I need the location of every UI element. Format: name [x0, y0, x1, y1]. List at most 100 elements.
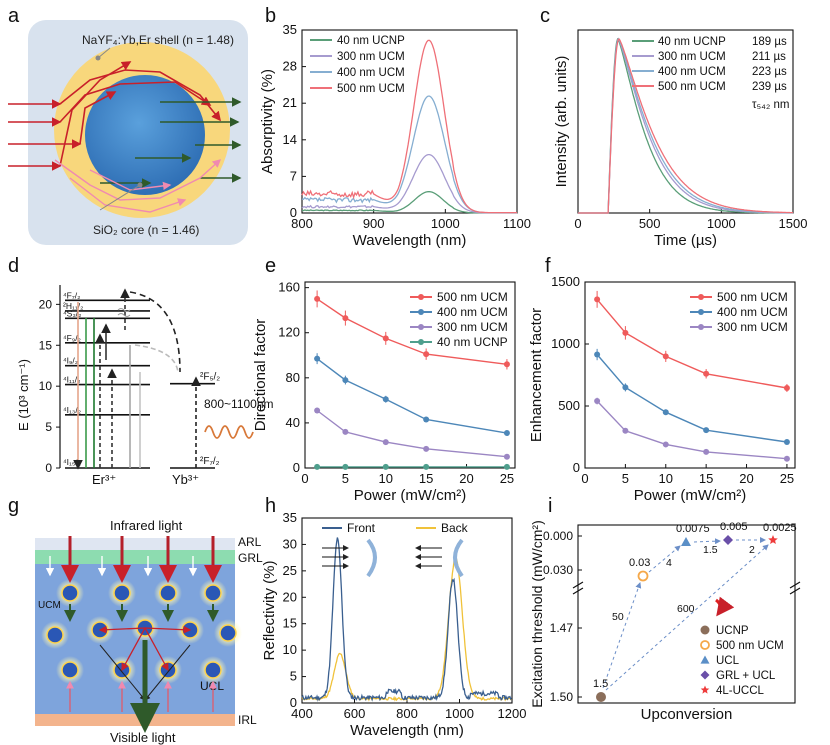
data-point — [783, 438, 790, 445]
x-tick-label: 500 — [639, 216, 661, 231]
layer-label-irl: IRL — [238, 713, 257, 727]
point-value-label: 0.0075 — [676, 523, 710, 535]
panel-letter-a: a — [8, 5, 20, 27]
x-tick-label: 1000 — [431, 216, 460, 231]
panel-letter-i: i — [548, 495, 552, 517]
series-line-front — [301, 537, 512, 702]
x-tick-label: 0 — [574, 216, 581, 231]
legend-label: 500 nm UCM — [337, 83, 405, 95]
fold-label: 4 — [666, 557, 672, 569]
particle-core — [204, 661, 222, 679]
legend-label: 500 nm UCM — [437, 290, 508, 304]
axis-break-left — [572, 581, 584, 595]
series-line — [578, 37, 793, 214]
panel-a-schematic: NaYF₄:Yb,Er shell (n = 1.48) SiO₂ core (… — [8, 20, 248, 245]
legend-label: 300 nm UCM — [658, 51, 726, 63]
x-tick-label: 25 — [780, 471, 794, 486]
series-line — [316, 358, 508, 434]
y-tick-label: 40 — [286, 415, 300, 430]
point-marker — [700, 670, 710, 680]
y-tick-label: 0 — [290, 695, 297, 710]
y-axis-label: Intensity (arb. units) — [553, 56, 570, 188]
data-point — [314, 355, 321, 362]
particle-core — [46, 626, 64, 644]
excitation-wave-icon — [204, 425, 254, 439]
series-line — [578, 37, 793, 214]
yb-level-label: ²F₅/₂ — [200, 372, 220, 383]
data-point — [503, 463, 510, 470]
data-point — [662, 441, 669, 448]
layer-label-grl: GRL — [238, 551, 263, 565]
legend-label: 300 nm UCM — [337, 51, 405, 63]
y-tick-label: 120 — [278, 325, 300, 340]
point-value-label: 1.5 — [593, 678, 608, 690]
shell-label-dot — [95, 55, 101, 61]
y-tick-label: 80 — [286, 370, 300, 385]
particle-core — [204, 584, 222, 602]
irl-layer — [35, 714, 235, 726]
data-point — [342, 463, 349, 470]
y-tick-label: 20 — [283, 589, 297, 604]
legend-marker — [698, 309, 704, 315]
er-label: Er³⁺ — [92, 472, 116, 487]
infrared-label: Infrared light — [110, 518, 183, 533]
y-tick-label: 0.000 — [543, 529, 573, 543]
energy-transfer-arrow — [121, 627, 146, 672]
excitation-label: 800~1100nm — [204, 397, 274, 411]
curved-arrow-icon — [715, 596, 735, 617]
data-point — [314, 463, 321, 470]
er-level-label: ⁴I₁₅/₂ — [63, 457, 81, 467]
x-tick-label: 25 — [500, 471, 514, 486]
series-line — [301, 39, 517, 214]
x-tick-label: 1200 — [498, 706, 527, 721]
x-tick-label: 600 — [344, 706, 366, 721]
legend-label: 500 nm UCM — [658, 81, 726, 93]
chart-i-threshold: 0.000 0.030 1.47 1.50 Upconversion Excitation… — [529, 520, 801, 723]
x-axis-label: Upconversion — [641, 706, 733, 723]
data-point — [703, 370, 710, 377]
panel-letter-e: e — [265, 255, 276, 277]
shell-label-leader — [97, 47, 111, 59]
legend-marker — [418, 339, 424, 345]
data-point — [423, 463, 430, 470]
incident-light-arrows — [8, 61, 221, 171]
legend-marker — [418, 324, 424, 330]
data-point — [342, 315, 349, 322]
series-line — [578, 38, 793, 214]
er-level-label: ⁴I₁₃/₂ — [63, 405, 81, 415]
y-tick-label: 0 — [45, 461, 52, 475]
legend-label: 40 nm UCNP — [658, 36, 726, 48]
x-axis-label: Wavelength (nm) — [350, 722, 464, 739]
trend-arrow — [602, 582, 642, 689]
energy-transfer-arrow — [144, 627, 169, 672]
converge-arrow — [144, 644, 191, 701]
panel-letters: a b c d e f g h i — [8, 5, 552, 517]
chart-f-enhancement: 0 5 10 15 20 25 0 500 1000 1500 Power (mW/cm²) Enha… — [528, 274, 796, 504]
data-point — [342, 377, 349, 384]
core-label-leader — [99, 184, 141, 211]
point-value-label: 0.0025 — [763, 522, 797, 534]
point-marker — [700, 625, 710, 635]
legend-label: UCL — [716, 655, 740, 667]
y-tick-label: 20 — [39, 297, 53, 311]
y-tick-label: 30 — [283, 536, 297, 551]
particle-core — [61, 584, 79, 602]
transition-arrows — [73, 288, 201, 470]
guided-light-arrows — [54, 159, 222, 213]
x-tick-label: 1500 — [779, 216, 808, 231]
x-tick-label: 1100 — [503, 216, 531, 231]
point-marker — [768, 535, 778, 544]
data-point — [423, 416, 430, 423]
grl-layer — [35, 550, 235, 564]
er-level-label: ²H₁₁/₂ — [63, 301, 83, 311]
legend-marker — [698, 294, 704, 300]
yb-label: Yb³⁺ — [172, 472, 199, 487]
point-value-label: 0.005 — [720, 521, 748, 533]
data-point — [594, 398, 601, 405]
axis-break-right — [789, 581, 801, 595]
lifetime-label: 223 µs — [752, 66, 787, 78]
data-point — [783, 385, 790, 392]
panel-letter-d: d — [8, 255, 19, 277]
legend-label: 300 nm UCM — [437, 320, 508, 334]
x-tick-label: 1000 — [445, 706, 474, 721]
